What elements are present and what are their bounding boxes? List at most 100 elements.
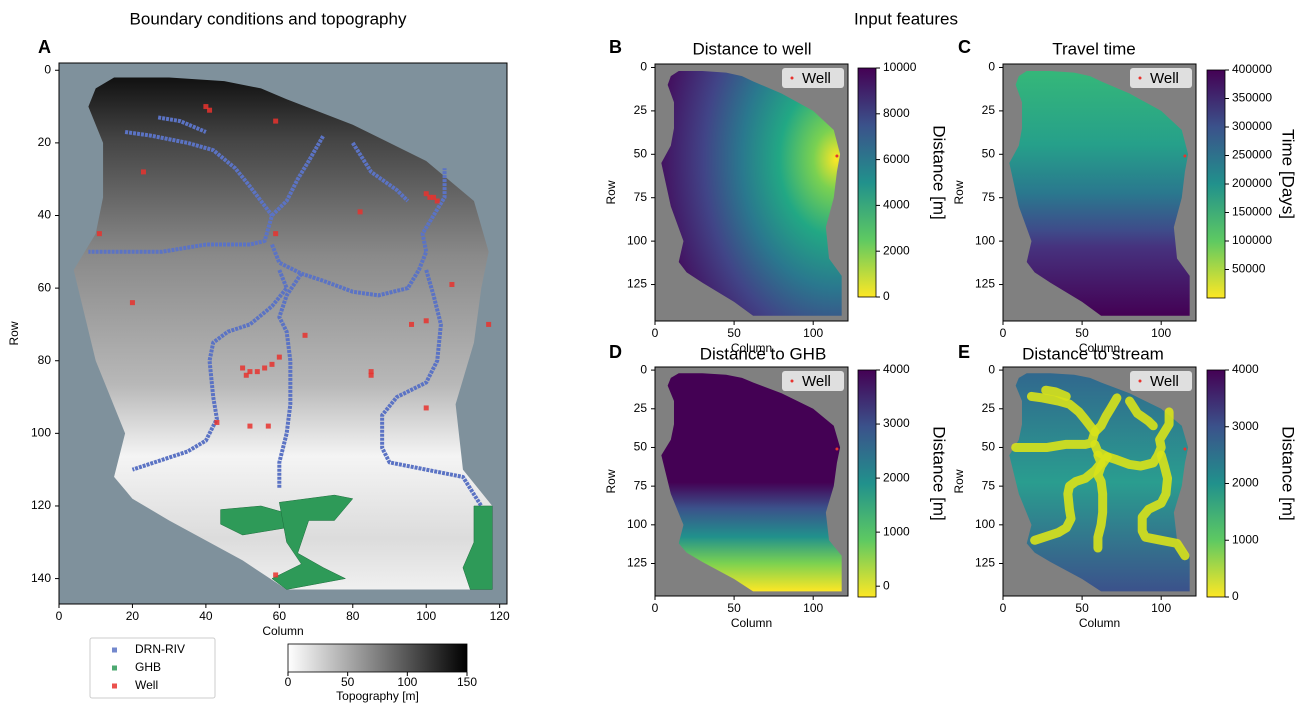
colorbar-tick-label: 2000 bbox=[1232, 476, 1259, 490]
colorbar-tick-label: 0 bbox=[285, 675, 292, 689]
colorbar bbox=[1207, 70, 1225, 298]
panel-label: D bbox=[609, 342, 622, 362]
x-tick-label: 0 bbox=[1000, 326, 1007, 340]
colorbar bbox=[858, 68, 876, 297]
y-tick-label: 40 bbox=[38, 208, 52, 222]
x-tick-label: 40 bbox=[199, 609, 213, 623]
x-tick-label: 0 bbox=[652, 326, 659, 340]
legend-label: Well bbox=[802, 373, 831, 390]
y-tick-label: 0 bbox=[640, 60, 647, 74]
x-tick-label: 100 bbox=[1151, 326, 1171, 340]
colorbar-tick-label: 4000 bbox=[883, 198, 910, 212]
y-tick-label: 50 bbox=[634, 440, 648, 454]
well-marker bbox=[255, 369, 260, 374]
y-tick-label: 140 bbox=[31, 571, 51, 585]
well-marker bbox=[1183, 155, 1186, 158]
colorbar bbox=[1207, 370, 1225, 597]
legend-marker bbox=[112, 684, 117, 689]
colorbar-label: Time [Days] bbox=[1279, 129, 1298, 219]
y-tick-label: 80 bbox=[38, 353, 52, 367]
y-tick-label: 125 bbox=[975, 556, 995, 570]
colorbar-tick-label: 400000 bbox=[1232, 62, 1272, 76]
figure: Boundary conditions and topography Input… bbox=[0, 0, 1309, 706]
well-marker bbox=[247, 424, 252, 429]
well-marker bbox=[141, 169, 146, 174]
y-tick-label: 120 bbox=[31, 498, 51, 512]
y-tick-label: 100 bbox=[31, 426, 51, 440]
x-tick-label: 50 bbox=[727, 601, 741, 615]
legend-marker bbox=[791, 380, 794, 383]
well-marker bbox=[269, 362, 274, 367]
y-tick-label: 0 bbox=[988, 60, 995, 74]
y-tick-label: 0 bbox=[44, 62, 51, 76]
y-tick-label: 50 bbox=[634, 146, 648, 160]
colorbar-tick-label: 8000 bbox=[883, 106, 910, 120]
y-axis-label: Row bbox=[952, 180, 966, 204]
well-marker bbox=[277, 355, 282, 360]
y-tick-label: 100 bbox=[627, 517, 647, 531]
colorbar-tick-label: 350000 bbox=[1232, 91, 1272, 105]
colorbar-tick-label: 1000 bbox=[883, 524, 910, 538]
colorbar-tick-label: 150 bbox=[457, 675, 477, 689]
x-axis-label: Column bbox=[731, 616, 772, 630]
x-tick-label: 20 bbox=[126, 609, 140, 623]
y-tick-label: 100 bbox=[627, 233, 647, 247]
x-tick-label: 60 bbox=[273, 609, 287, 623]
colorbar-tick-label: 0 bbox=[1232, 589, 1239, 603]
x-tick-label: 0 bbox=[652, 601, 659, 615]
legend-label: GHB bbox=[135, 660, 161, 674]
y-tick-label: 50 bbox=[982, 440, 996, 454]
legend-marker bbox=[112, 666, 117, 671]
well-marker bbox=[266, 424, 271, 429]
well-marker bbox=[273, 572, 278, 577]
well-marker bbox=[358, 209, 363, 214]
y-axis-label: Row bbox=[7, 321, 21, 345]
colorbar-tick-label: 4000 bbox=[883, 362, 910, 376]
colorbar-tick-label: 50000 bbox=[1232, 262, 1266, 276]
x-tick-label: 80 bbox=[346, 609, 360, 623]
colorbar-tick-label: 4000 bbox=[1232, 362, 1259, 376]
legend-marker bbox=[791, 77, 794, 80]
x-tick-label: 0 bbox=[1000, 601, 1007, 615]
well-marker bbox=[1183, 448, 1186, 451]
legend-label: Well bbox=[135, 678, 158, 692]
colorbar-tick-label: 300000 bbox=[1232, 119, 1272, 133]
y-tick-label: 100 bbox=[975, 517, 995, 531]
legend-label: Well bbox=[802, 70, 831, 87]
well-marker bbox=[303, 333, 308, 338]
x-tick-label: 50 bbox=[727, 326, 741, 340]
y-tick-label: 0 bbox=[640, 362, 647, 376]
well-marker bbox=[835, 155, 838, 158]
colorbar-tick-label: 0 bbox=[883, 578, 890, 592]
legend-marker bbox=[112, 648, 117, 653]
well-marker bbox=[486, 322, 491, 327]
well-marker bbox=[207, 108, 212, 113]
panel-title: Distance to well bbox=[692, 39, 811, 58]
legend-label: Well bbox=[1150, 70, 1179, 87]
x-tick-label: 0 bbox=[56, 609, 63, 623]
panel-title: Distance to GHB bbox=[700, 344, 827, 363]
legend-label: Well bbox=[1150, 373, 1179, 390]
well-marker bbox=[262, 365, 267, 370]
y-tick-label: 25 bbox=[634, 401, 648, 415]
suptitle: Boundary conditions and topography bbox=[130, 9, 407, 28]
panel-label: E bbox=[958, 342, 970, 362]
colorbar bbox=[858, 370, 876, 597]
y-axis-label: Row bbox=[604, 180, 618, 204]
colorbar-tick-label: 250000 bbox=[1232, 148, 1272, 162]
colorbar bbox=[288, 644, 467, 672]
colorbar-tick-label: 150000 bbox=[1232, 205, 1272, 219]
well-marker bbox=[424, 405, 429, 410]
well-marker bbox=[273, 231, 278, 236]
x-tick-label: 50 bbox=[1075, 601, 1089, 615]
y-tick-label: 100 bbox=[975, 233, 995, 247]
colorbar-label: Distance [m] bbox=[930, 125, 949, 219]
x-tick-label: 100 bbox=[803, 326, 823, 340]
colorbar-tick-label: 3000 bbox=[1232, 419, 1259, 433]
colorbar-tick-label: 10000 bbox=[883, 60, 917, 74]
colorbar-tick-label: 6000 bbox=[883, 152, 910, 166]
colorbar-tick-label: 100 bbox=[397, 675, 417, 689]
y-tick-label: 25 bbox=[982, 103, 996, 117]
well-marker bbox=[97, 231, 102, 236]
y-tick-label: 75 bbox=[982, 190, 996, 204]
